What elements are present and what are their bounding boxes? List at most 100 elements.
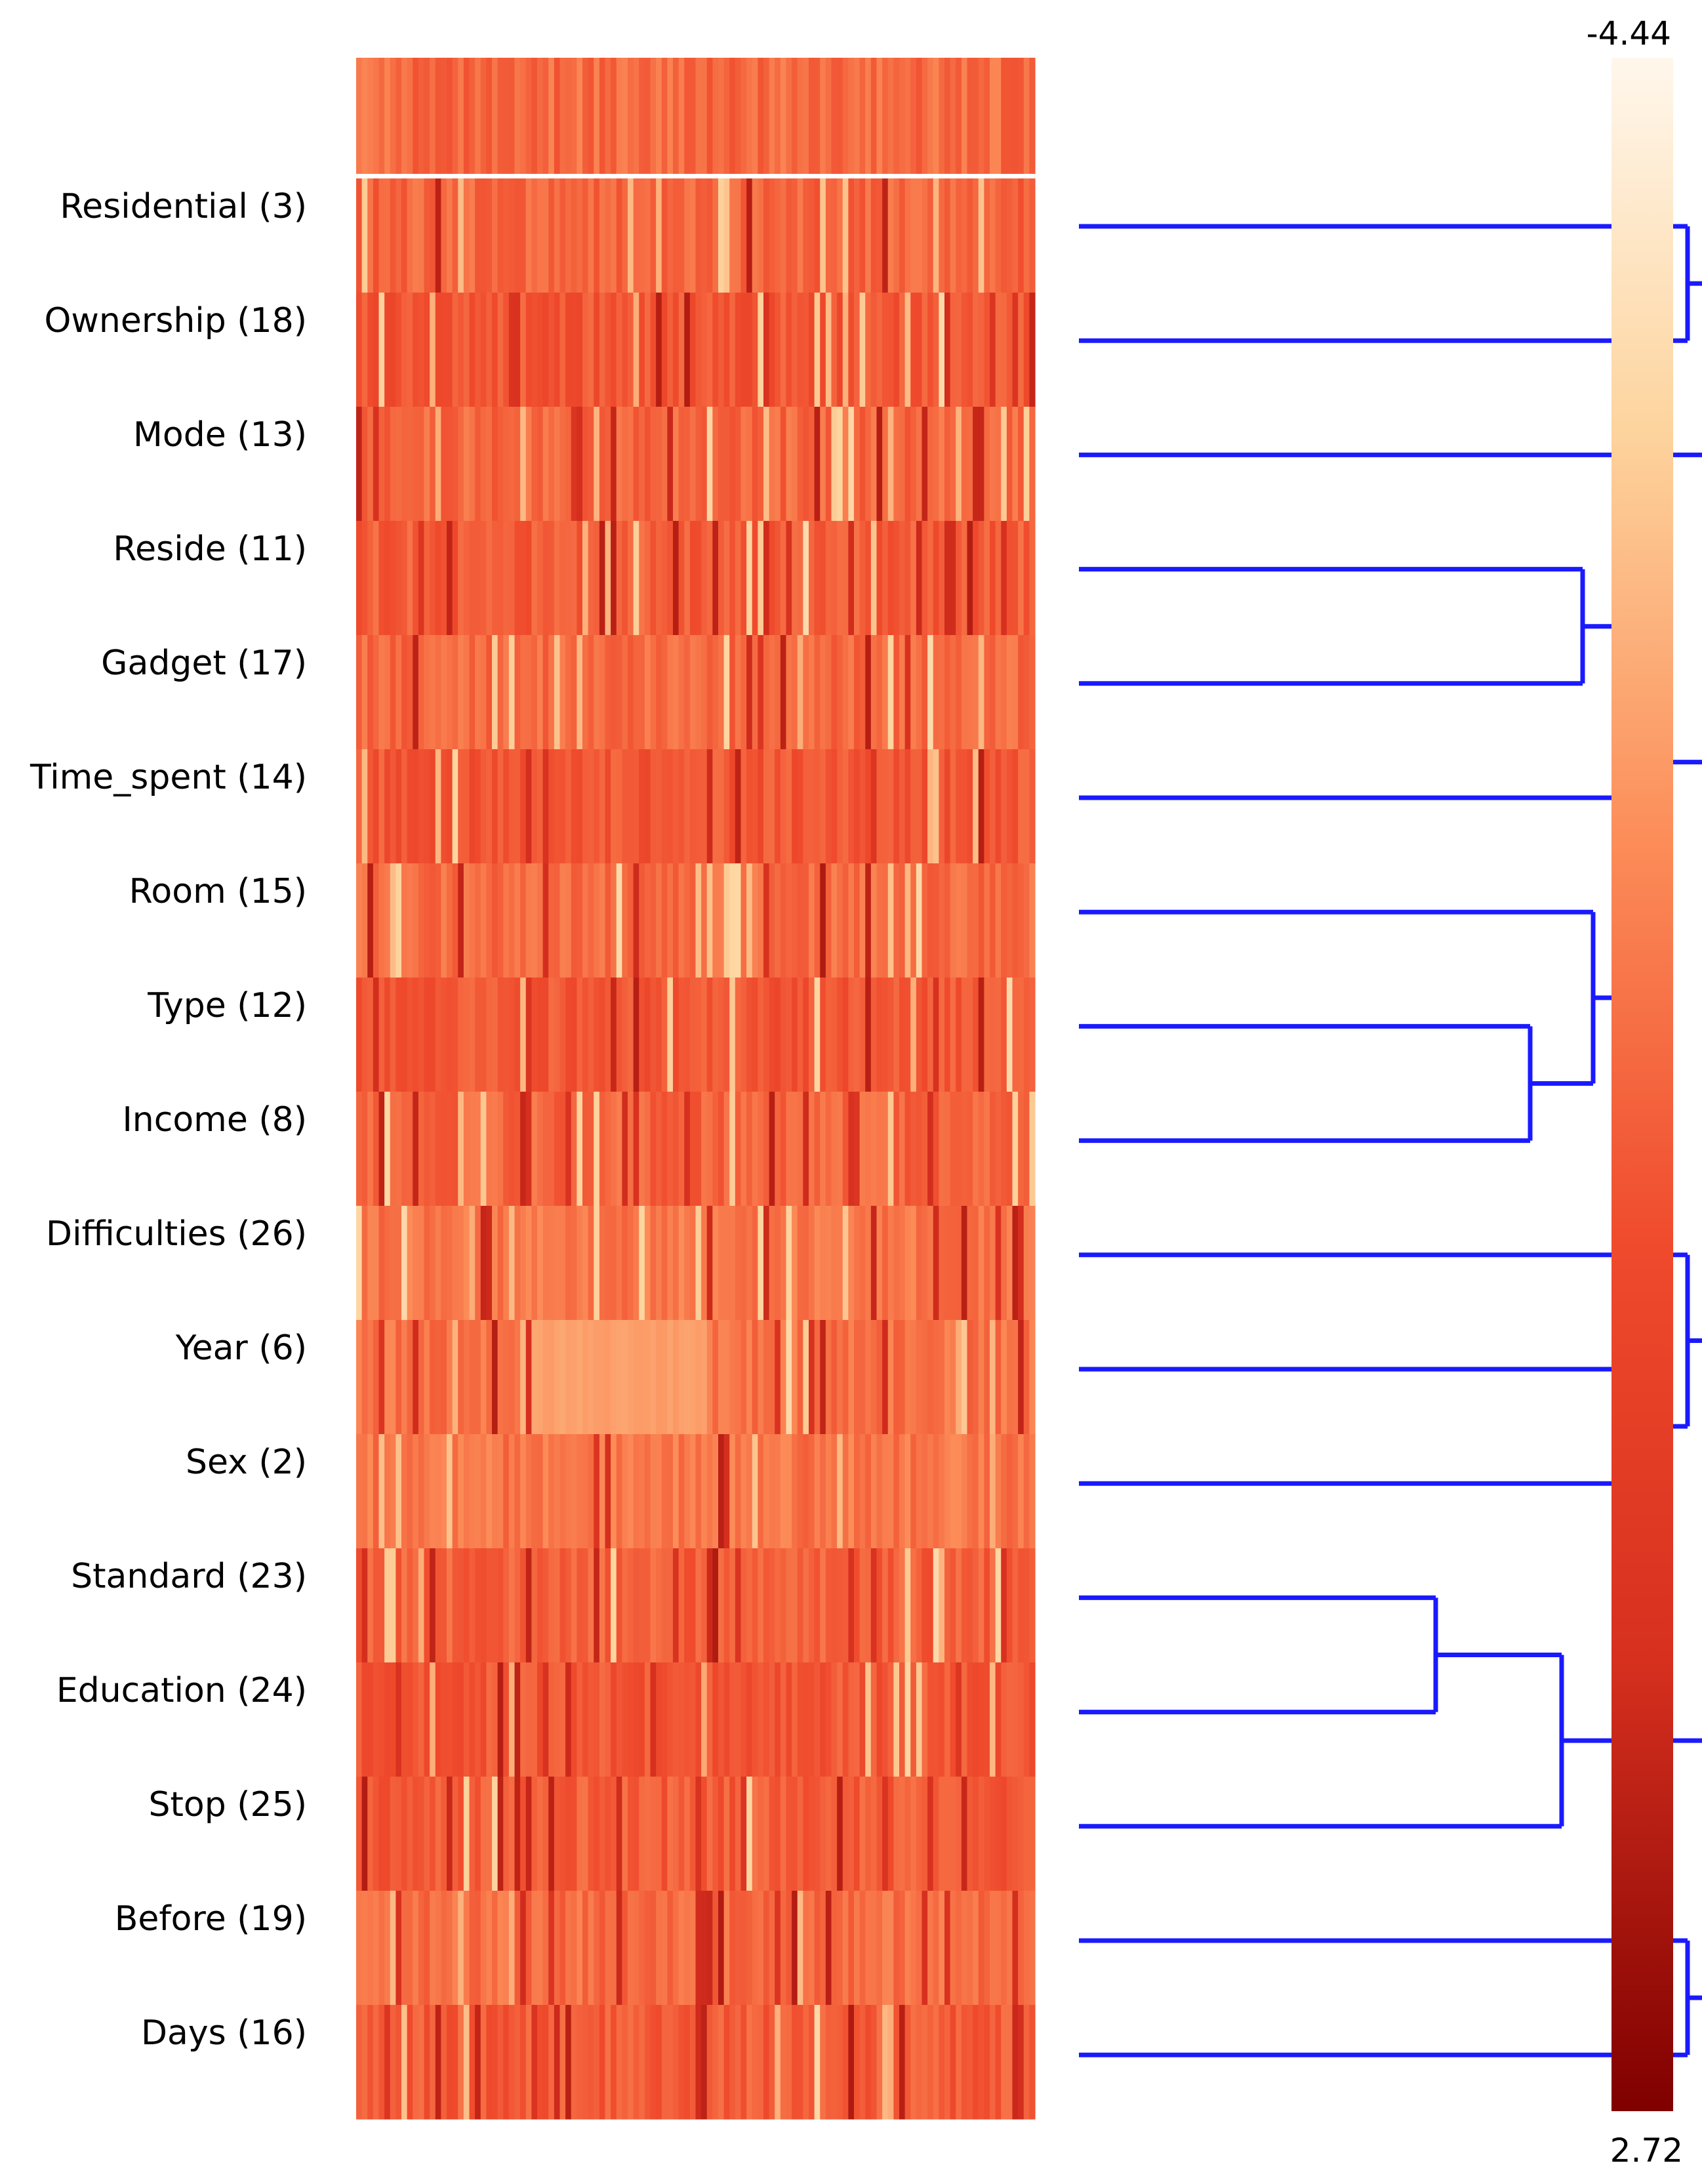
heatmap-cell	[967, 1891, 973, 2006]
heatmap-cell	[814, 1662, 821, 1777]
heatmap-cell	[820, 1777, 826, 1891]
heatmap-cell	[508, 1434, 516, 1549]
heatmap-cell	[378, 863, 385, 978]
heatmap-cell	[492, 1548, 498, 1663]
heatmap-cell	[361, 1206, 368, 1321]
strip-cell	[492, 58, 498, 174]
heatmap-cells	[356, 178, 1036, 2120]
heatmap-cell	[503, 1092, 510, 1206]
heatmap-cell	[984, 1548, 990, 1663]
heatmap-cell	[984, 635, 990, 750]
heatmap-cell	[435, 1662, 441, 1777]
heatmap-cell	[899, 1548, 906, 1663]
heatmap-cell	[701, 1434, 708, 1549]
heatmap-cell	[492, 521, 498, 636]
heatmap-cell	[628, 407, 634, 522]
row-label: Gadget (17)	[101, 644, 307, 683]
heatmap-cell	[599, 1320, 606, 1435]
heatmap-cell	[933, 635, 939, 750]
heatmap-cell	[1012, 1320, 1019, 1435]
heatmap-cell	[859, 1092, 866, 1206]
strip-cell	[978, 58, 984, 174]
heatmap-cell	[616, 863, 622, 978]
heatmap-cell	[820, 2005, 826, 2120]
heatmap-cell	[407, 1777, 413, 1891]
heatmap-cell	[893, 178, 900, 293]
strip-cell	[435, 58, 441, 174]
heatmap-cell	[916, 1434, 923, 1549]
heatmap-cell	[656, 1777, 662, 1891]
heatmap-cell	[605, 635, 611, 750]
heatmap-cell	[475, 1891, 481, 2006]
heatmap-cell	[480, 749, 487, 864]
strip-cell	[859, 58, 866, 174]
heatmap-cell	[537, 521, 544, 636]
heatmap-cell	[678, 1320, 685, 1435]
heatmap-cell	[944, 978, 951, 1092]
heatmap-cell	[367, 749, 374, 864]
heatmap-cell	[803, 863, 809, 978]
heatmap-cell	[831, 1891, 838, 2006]
heatmap-cell	[950, 1206, 956, 1321]
heatmap-cell	[933, 978, 939, 1092]
heatmap-cell	[689, 635, 697, 750]
heatmap-cell	[514, 1891, 521, 2006]
heatmap-cell	[718, 2005, 725, 2120]
heatmap-cell	[577, 1206, 583, 1321]
heatmap-cell	[571, 1777, 577, 1891]
heatmap-cell	[639, 978, 645, 1092]
heatmap-cell	[542, 1662, 549, 1777]
heatmap-cell	[486, 1548, 493, 1663]
heatmap-cell	[605, 1206, 611, 1321]
heatmap-cell	[809, 1777, 815, 1891]
strip-cell	[984, 58, 990, 174]
heatmap-cell	[927, 1092, 934, 1206]
heatmap-cell	[939, 1548, 945, 1663]
heatmap-cell	[520, 1891, 527, 2006]
heatmap-cell	[786, 749, 792, 864]
strip-cell	[792, 58, 798, 174]
heatmap-cell	[809, 1434, 815, 1549]
heatmap-cell	[859, 1548, 866, 1663]
heatmap-cell	[407, 1206, 413, 1321]
heatmap-cell	[594, 978, 600, 1092]
heatmap-cell	[441, 863, 447, 978]
heatmap-cell	[628, 178, 634, 293]
heatmap-cell	[628, 1434, 634, 1549]
heatmap-cell	[740, 521, 747, 636]
heatmap-cell	[837, 749, 843, 864]
heatmap-cell	[792, 1206, 798, 1321]
heatmap-cell	[361, 1434, 368, 1549]
heatmap-cell	[706, 635, 713, 750]
heatmap-cell	[933, 1548, 939, 1663]
heatmap-cell	[950, 1662, 956, 1777]
heatmap-cell	[424, 1434, 430, 1549]
heatmap-cell	[594, 749, 600, 864]
heatmap-cell	[701, 1320, 708, 1435]
heatmap-cell	[469, 407, 476, 522]
heatmap-cell	[577, 978, 583, 1092]
heatmap-cell	[378, 1548, 385, 1663]
heatmap-cell	[995, 1662, 1002, 1777]
heatmap-cell	[939, 178, 945, 293]
heatmap-cell	[599, 863, 606, 978]
heatmap-cell	[633, 1434, 639, 1549]
heatmap-cell	[447, 863, 453, 978]
heatmap-cell	[944, 863, 951, 978]
heatmap-cell	[503, 1662, 510, 1777]
heatmap-cell	[916, 407, 923, 522]
heatmap-cell	[424, 978, 430, 1092]
heatmap-cell	[876, 1320, 883, 1435]
heatmap-cell	[723, 407, 730, 522]
heatmap-cell	[706, 1434, 713, 1549]
heatmap-cell	[486, 1320, 493, 1435]
heatmap-cell	[865, 1662, 872, 1777]
heatmap-cell	[831, 293, 838, 407]
heatmap-cell	[842, 635, 849, 750]
heatmap-cell	[356, 749, 363, 864]
heatmap-cell	[695, 2005, 702, 2120]
heatmap-cell	[995, 1434, 1002, 1549]
heatmap-cell	[548, 1662, 555, 1777]
heatmap-cell	[525, 978, 532, 1092]
heatmap-cell	[706, 1548, 713, 1663]
